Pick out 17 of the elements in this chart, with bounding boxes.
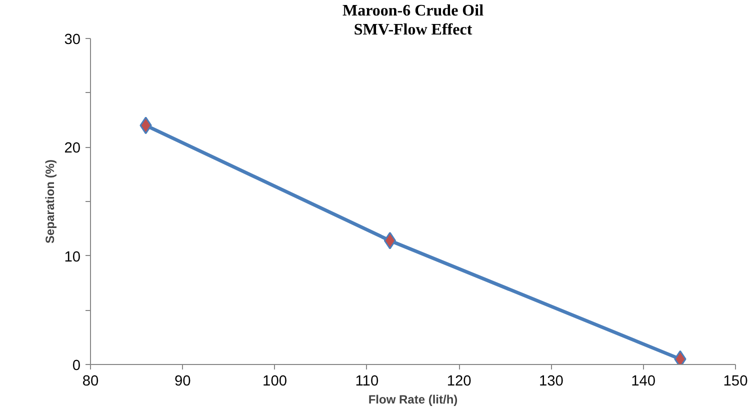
x-tick-label: 120 <box>446 374 472 390</box>
point <box>384 232 396 250</box>
x-tick-label: 90 <box>174 374 191 390</box>
y-tick-label: 20 <box>64 140 81 157</box>
x-tick-label: 100 <box>262 374 288 390</box>
x-tick-label: 150 <box>723 374 748 390</box>
x-tick-label: 80 <box>82 374 99 390</box>
x-axis-title: Flow Rate (lit/h) <box>368 392 458 406</box>
chart-title: Maroon-6 Crude Oil <box>342 2 484 20</box>
y-tick-label: 10 <box>64 249 81 266</box>
x-tick-label: 130 <box>538 374 564 390</box>
y-axis-title: Separation (%) <box>43 159 58 244</box>
chart-subtitle: SMV-Flow Effect <box>354 22 473 38</box>
x-tick-label: 110 <box>355 374 379 390</box>
y-tick-label: 30 <box>64 32 81 48</box>
y-tick-label: 0 <box>72 358 81 374</box>
x-tick-label: 140 <box>631 374 656 390</box>
